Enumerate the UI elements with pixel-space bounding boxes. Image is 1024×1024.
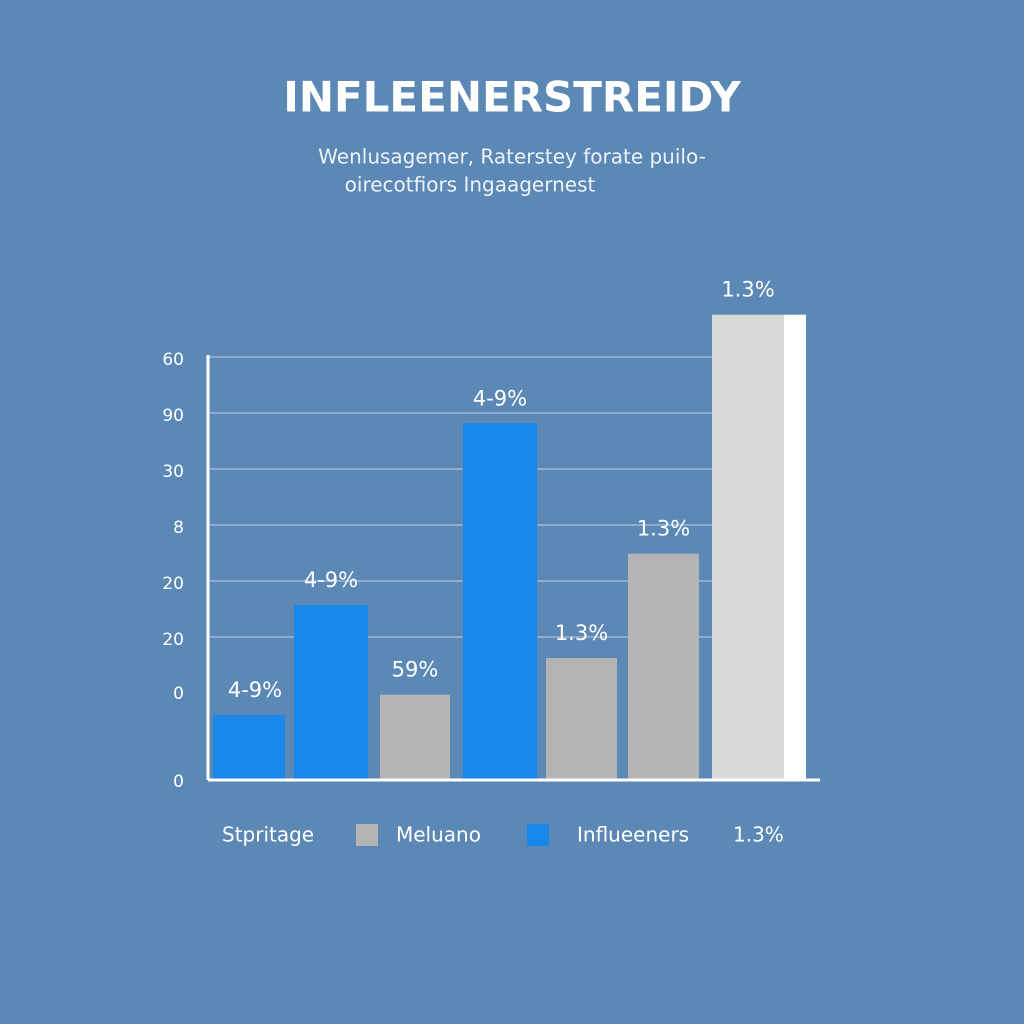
y-tick-label: 20 [162, 574, 184, 594]
chart-title: INFLEENERSTREIDY [283, 73, 741, 122]
y-tick-label: 20 [162, 630, 184, 650]
bar [380, 694, 450, 780]
y-tick-label: 8 [173, 518, 184, 538]
subtitle: Wenlusagemer, Raterstey forate puilo- [318, 145, 706, 169]
bar-annotation: 1.3% [555, 621, 608, 645]
bar-annotation: 1.3% [637, 517, 690, 541]
bar-annotation: 1.3% [721, 278, 774, 302]
y-tick-label: 30 [162, 462, 184, 482]
bar [712, 314, 784, 780]
legend-swatch [527, 824, 549, 846]
subtitle: oirecotfiors Ingaagernest [345, 173, 596, 197]
y-tick-label: 0 [173, 684, 184, 704]
legend-label: 1.3% [733, 823, 784, 847]
legend-label: Meluano [396, 823, 481, 847]
y-tick-label: 0 [173, 772, 184, 792]
bar-edge [784, 314, 806, 780]
bar-annotation: 59% [392, 658, 439, 682]
bar [546, 658, 617, 780]
bar [294, 605, 368, 780]
y-tick-label: 90 [162, 406, 184, 426]
legend-swatch [356, 824, 378, 846]
bar-annotation: 4-9% [304, 568, 358, 592]
bar [463, 423, 537, 780]
legend-label: Influeeners [577, 823, 689, 847]
bar-annotation: 4-9% [473, 386, 527, 410]
bar [213, 715, 285, 780]
y-tick-label: 60 [162, 350, 184, 370]
bar-annotation: 4-9% [228, 678, 282, 702]
legend-label: Stpritage [222, 823, 314, 847]
bar [628, 553, 699, 780]
